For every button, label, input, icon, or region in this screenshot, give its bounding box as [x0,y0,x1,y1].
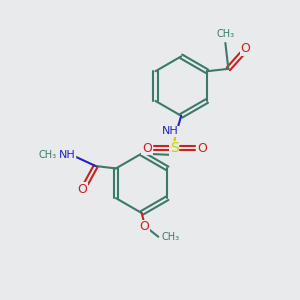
Text: O: O [197,142,207,155]
Text: O: O [240,42,250,56]
Text: O: O [78,183,88,196]
Text: O: O [139,220,149,233]
Text: NH: NH [59,150,76,160]
Text: CH₃: CH₃ [162,232,180,242]
Text: O: O [142,142,152,155]
Text: CH₃: CH₃ [216,29,234,39]
Text: S: S [170,141,179,155]
Text: CH₃: CH₃ [38,150,57,160]
Text: NH: NH [162,126,179,136]
